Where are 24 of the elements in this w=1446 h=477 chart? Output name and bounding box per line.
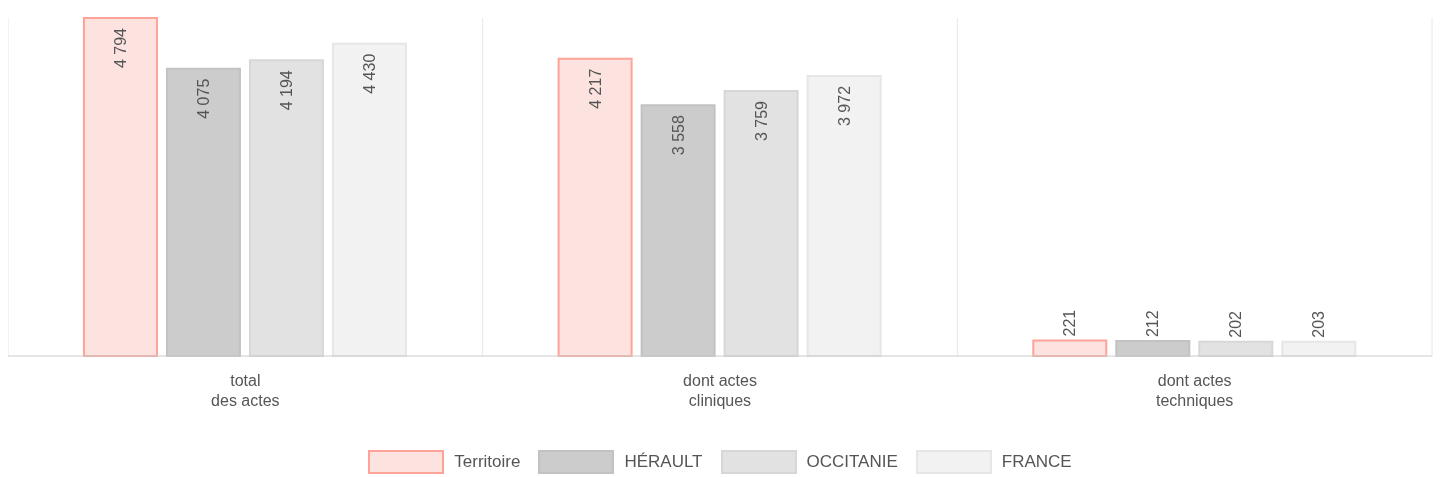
data-label: 221 — [1061, 309, 1079, 337]
data-label: 4 194 — [277, 70, 295, 111]
data-label: 3 759 — [752, 100, 770, 142]
legend-label: FRANCE — [1001, 452, 1072, 472]
x-tick-label: dont actes cliniques — [683, 372, 757, 409]
legend-label: HÉRAULT — [624, 452, 703, 472]
data-label: 3 972 — [835, 85, 853, 126]
bar — [331, 42, 407, 357]
bar — [82, 17, 158, 357]
bar — [557, 57, 633, 357]
x-tick-label: total des actes — [211, 372, 280, 409]
bar — [806, 74, 882, 357]
data-label: 4 217 — [586, 68, 604, 109]
x-tick-label: dont actes techniques — [1155, 372, 1234, 409]
data-label: 4 075 — [194, 78, 212, 119]
data-label: 4 430 — [360, 53, 378, 94]
bar — [1032, 339, 1108, 357]
data-label: 3 558 — [669, 115, 687, 156]
legend-label: OCCITANIE — [806, 452, 898, 472]
data-label: 202 — [1227, 310, 1245, 338]
data-label: 212 — [1144, 310, 1162, 338]
legend-label: Territoire — [454, 452, 521, 472]
data-label: 4 794 — [111, 27, 129, 69]
data-label: 203 — [1310, 310, 1328, 338]
